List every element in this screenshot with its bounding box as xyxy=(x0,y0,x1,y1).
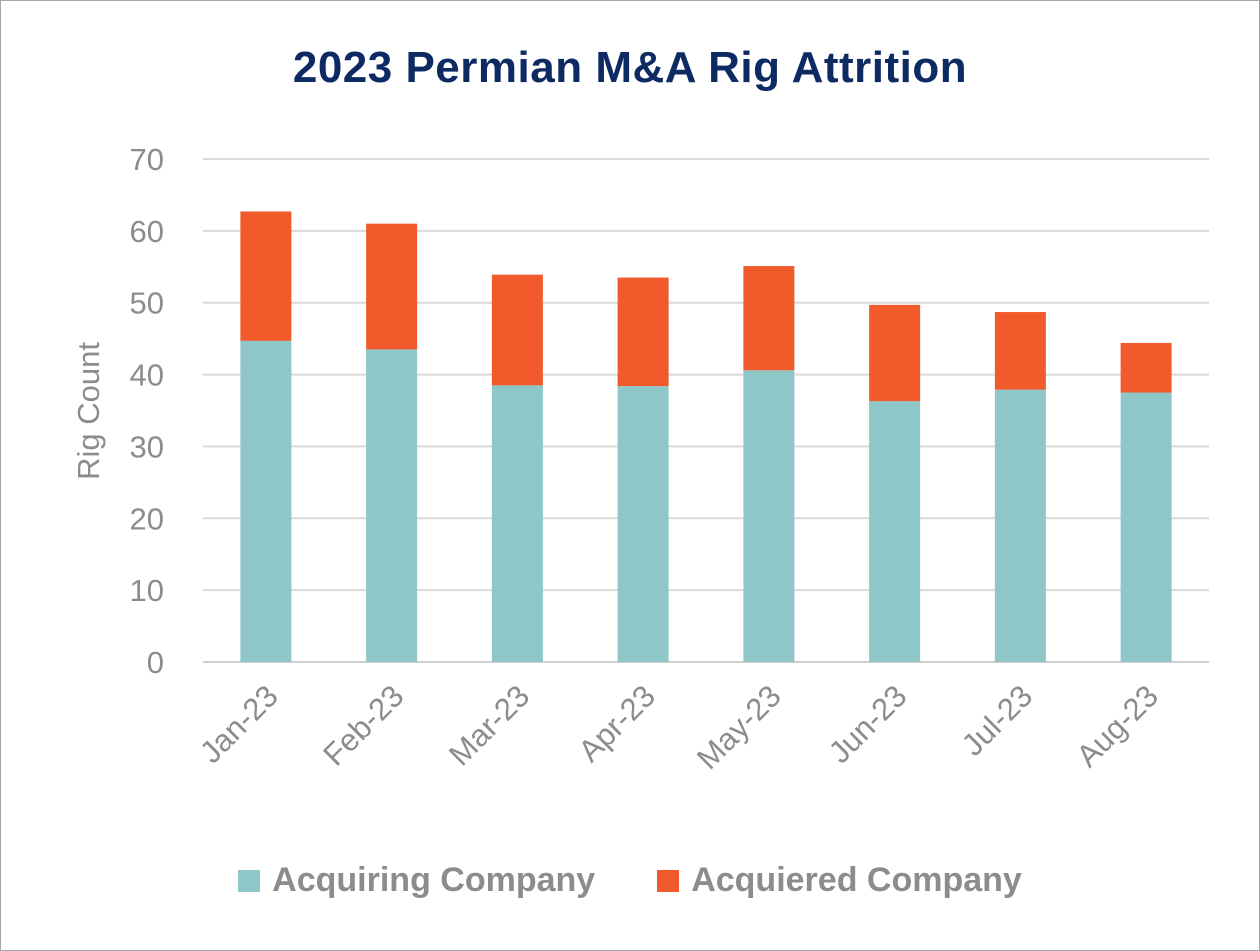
bar-segment-acquired xyxy=(743,266,795,371)
y-tick-label: 70 xyxy=(130,142,164,177)
gridlines xyxy=(203,158,1209,663)
x-tick-label: Jul-23 xyxy=(955,678,1039,762)
bar-segment-acquiring xyxy=(743,370,795,662)
bar-segment-acquired xyxy=(994,312,1046,390)
bar-segment-acquired xyxy=(1120,342,1172,393)
bar-segment-acquired xyxy=(869,304,921,402)
x-tick-label: Aug-23 xyxy=(1070,678,1165,773)
legend-item-acquired: Acquiered Company xyxy=(657,861,1022,900)
x-tick-label: Feb-23 xyxy=(316,678,410,772)
y-tick-label: 50 xyxy=(130,286,164,321)
x-tick-label: Jun-23 xyxy=(822,678,914,770)
y-axis-ticks: 0 10 20 30 40 50 60 70 xyxy=(130,142,164,680)
y-tick-label: 60 xyxy=(130,214,164,249)
bar-segment-acquiring xyxy=(1120,392,1172,662)
legend-label-acquired: Acquiered Company xyxy=(691,861,1022,899)
bars xyxy=(240,211,1172,662)
legend-item-acquiring: Acquiring Company xyxy=(238,861,595,900)
legend-swatch-acquiring xyxy=(238,869,261,892)
y-tick-label: 10 xyxy=(130,573,164,608)
bar-segment-acquiring xyxy=(366,349,418,662)
y-tick-label: 20 xyxy=(130,501,164,536)
bar-segment-acquiring xyxy=(617,386,669,662)
x-axis-ticks: Jan-23 Feb-23 Mar-23 Apr-23 May-23 Jun-23 Jul-… xyxy=(193,678,1165,776)
y-tick-label: 40 xyxy=(130,358,164,393)
legend-label-acquiring: Acquiring Company xyxy=(272,861,596,899)
bar-segment-acquired xyxy=(366,223,418,350)
bar-segment-acquiring xyxy=(491,385,543,662)
chart-title: 2023 Permian M&A Rig Attrition xyxy=(292,43,968,92)
bar-segment-acquiring xyxy=(869,401,921,662)
bar-segment-acquiring xyxy=(240,340,292,662)
legend-swatch-acquired xyxy=(657,869,680,892)
bar-segment-acquiring xyxy=(994,389,1046,662)
bar-segment-acquired xyxy=(491,274,543,386)
x-tick-label: Apr-23 xyxy=(572,678,663,769)
bar-segment-acquired xyxy=(617,277,669,387)
y-tick-label: 30 xyxy=(130,429,164,464)
bar-segment-acquired xyxy=(240,211,292,341)
x-tick-label: Jan-23 xyxy=(193,678,285,770)
y-tick-label: 0 xyxy=(147,645,164,680)
y-axis-label: Rig Count xyxy=(71,342,106,480)
x-tick-label: Mar-23 xyxy=(442,678,536,772)
x-tick-label: May-23 xyxy=(690,678,788,776)
legend: Acquiring Company Acquiered Company xyxy=(1,861,1259,900)
